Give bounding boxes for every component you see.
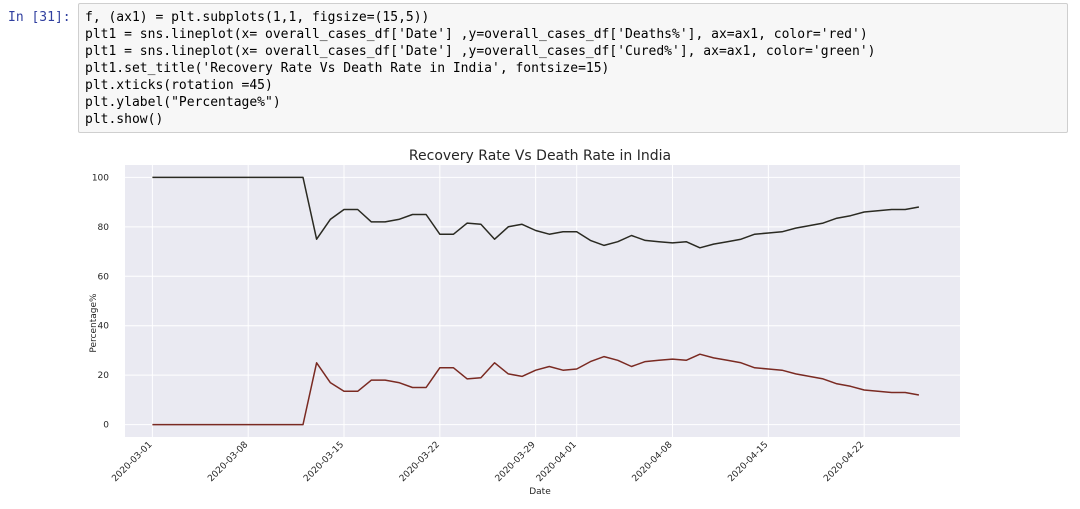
line-chart: Recovery Rate Vs Death Rate in India 020… bbox=[89, 148, 960, 497]
x-tick-label: 2020-03-01 bbox=[110, 440, 154, 484]
y-tick-label: 100 bbox=[92, 173, 109, 183]
x-tick-label: 2020-04-08 bbox=[631, 440, 675, 484]
code-line: plt.xticks(rotation =45) bbox=[85, 78, 273, 93]
y-axis-label: Percentage% bbox=[89, 293, 99, 353]
series-group bbox=[152, 176, 920, 426]
chart-title: Recovery Rate Vs Death Rate in India bbox=[409, 148, 671, 164]
plot-area bbox=[125, 165, 960, 437]
y-tick-label: 80 bbox=[98, 223, 110, 233]
x-tick-label: 2020-03-15 bbox=[302, 440, 346, 484]
x-tick-label: 2020-04-15 bbox=[726, 440, 770, 484]
series-line-cured bbox=[152, 176, 920, 249]
code-line: plt.show() bbox=[85, 112, 164, 127]
x-tick-label: 2020-03-08 bbox=[206, 440, 250, 484]
code-line: plt1.set_title('Recovery Rate Vs Death R… bbox=[85, 61, 610, 76]
code-line: plt1 = sns.lineplot(x= overall_cases_df[… bbox=[85, 44, 876, 59]
x-tick-label: 2020-03-22 bbox=[398, 440, 442, 484]
cell-prompt: In [31]: bbox=[8, 10, 71, 25]
series-line-deaths bbox=[152, 353, 920, 426]
x-tick-label: 2020-03-29 bbox=[494, 440, 538, 484]
y-tick-label: 0 bbox=[103, 421, 109, 431]
x-axis-label: Date bbox=[529, 487, 551, 497]
code-editor[interactable]: f, (ax1) = plt.subplots(1,1, figsize=(15… bbox=[85, 9, 1061, 128]
x-tick-label: 2020-04-22 bbox=[822, 440, 866, 484]
x-tick-label: 2020-04-01 bbox=[535, 440, 579, 484]
code-cell[interactable]: f, (ax1) = plt.subplots(1,1, figsize=(15… bbox=[78, 3, 1068, 133]
code-line: plt.ylabel("Percentage%") bbox=[85, 95, 281, 110]
y-tick-label: 60 bbox=[98, 272, 110, 282]
y-tick-label: 20 bbox=[98, 371, 110, 381]
code-line: f, (ax1) = plt.subplots(1,1, figsize=(15… bbox=[85, 10, 430, 25]
y-tick-label: 40 bbox=[98, 322, 110, 332]
code-line: plt1 = sns.lineplot(x= overall_cases_df[… bbox=[85, 27, 868, 42]
